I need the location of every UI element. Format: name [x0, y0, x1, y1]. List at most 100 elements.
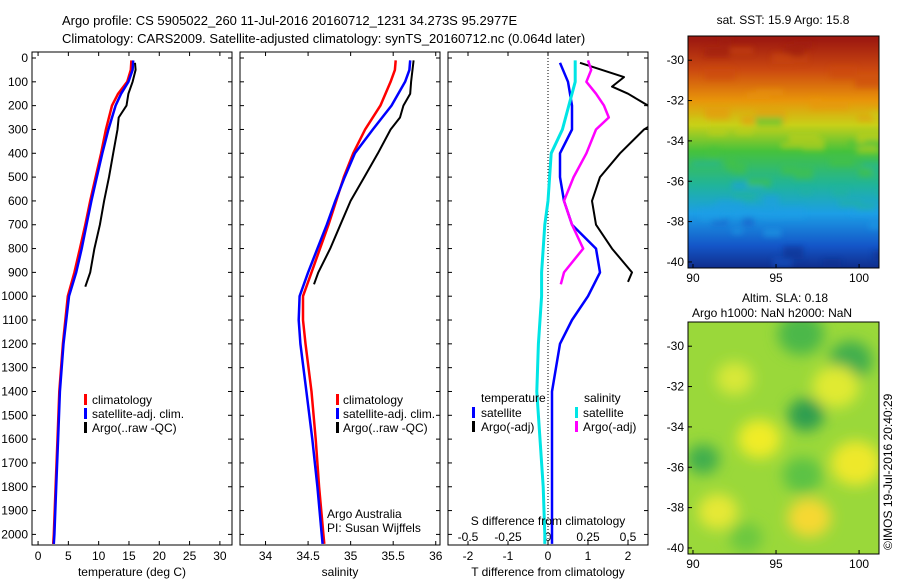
sst-texture-patch [731, 228, 743, 235]
sst-texture-patch [857, 115, 874, 122]
sst-texture-patch [755, 89, 784, 96]
salinity-panel: 34 34.5 35 35.5 36 [239, 51, 443, 563]
sst-map-xtick-label: 90 [686, 271, 700, 285]
sst-texture-patch [877, 188, 879, 196]
sla-map-subtitle: Argo h1000: NaN h2000: NaN [692, 306, 852, 320]
sst-texture-patch [838, 200, 862, 207]
sst-texture-patch [877, 141, 879, 151]
difference-s-xtick-label: 0 [545, 530, 552, 544]
difference-s-argo-line [559, 60, 611, 285]
temperature-legend-swatch-satellite [84, 408, 87, 419]
sst-texture-patch [854, 74, 879, 88]
sla-blob [777, 322, 825, 356]
sst-texture-patch [735, 129, 754, 135]
sst-map-ytick-label: -32 [667, 94, 685, 108]
sst-texture-patch [816, 101, 849, 110]
sst-texture-patch [732, 162, 746, 175]
sla-map-ytick-label: -38 [667, 501, 685, 515]
salinity-xtick-label: 36 [429, 549, 443, 563]
difference-s-xtick-label: 0.5 [620, 530, 637, 544]
depth-tick-label: 1900 [1, 504, 28, 518]
sla-blob [812, 365, 860, 408]
temperature-xtick-label: 15 [122, 549, 136, 563]
salinity-xtick-label: 34.5 [296, 549, 320, 563]
difference-legend-s-satellite: satellite [583, 406, 624, 420]
sla-blob [787, 398, 825, 432]
difference-s-satellite-line [535, 60, 577, 544]
salinity-climatology-line [301, 60, 397, 545]
temperature-xtick-label: 30 [213, 549, 227, 563]
sst-texture [689, 36, 879, 268]
sst-texture-patch [692, 160, 721, 167]
sst-texture-patch [726, 158, 737, 172]
sst-texture-patch [864, 140, 879, 147]
difference-legend-swatch-t-argo [472, 421, 475, 432]
depth-tick-label: 1300 [1, 361, 28, 375]
sst-texture-patch [781, 166, 798, 175]
sst-map-ytick-label: -36 [667, 174, 685, 188]
salinity-xlabel: salinity [322, 565, 359, 579]
depth-tick-label: 100 [8, 75, 28, 89]
difference-t-xtick-label: -1 [503, 549, 514, 563]
sst-texture-patch [794, 167, 813, 180]
sst-map-ytick-label: -38 [667, 215, 685, 229]
sst-texture-patch [703, 51, 721, 58]
sla-map-ytick-label: -40 [667, 541, 685, 555]
sst-texture-patch [857, 132, 879, 144]
sla-map-image [688, 322, 879, 554]
depth-tick-label: 800 [8, 242, 28, 256]
sla-map-xtick-label: 90 [686, 557, 700, 571]
sst-texture-patch [823, 259, 841, 267]
sst-map-panel: 90 95 100 -30 -32 -34 -36 -38 -40 [667, 35, 880, 285]
sla-blob [688, 444, 720, 475]
sst-texture-patch [772, 257, 793, 268]
salinity-legend-argo: Argo(..raw -QC) [343, 421, 428, 435]
temperature-legend-satellite: satellite-adj. clim. [92, 407, 184, 421]
sla-map-title: Altim. SLA: 0.18 [742, 291, 828, 305]
sst-texture-patch [689, 119, 710, 126]
salinity-annotation-line1: Argo Australia [327, 507, 402, 521]
sla-blob [787, 498, 831, 538]
sst-texture-patch [793, 41, 812, 49]
difference-legend-salinity-title: salinity [584, 391, 621, 405]
salinity-xtick-label: 35 [344, 549, 358, 563]
sst-texture-patch [763, 195, 780, 208]
difference-t-xtick-label: 0 [545, 549, 552, 563]
sla-blob [737, 419, 782, 459]
difference-t-xtick-label: 2 [625, 549, 632, 563]
sst-texture-patch [832, 187, 848, 197]
temperature-satellite-line [52, 60, 135, 544]
temperature-legend-climatology: climatology [92, 393, 152, 407]
temperature-xtick-label: 10 [92, 549, 106, 563]
sst-texture-patch [858, 167, 873, 177]
sla-blob [716, 362, 753, 395]
sst-texture-patch [848, 140, 864, 148]
difference-legend-temperature-title: temperature [481, 391, 546, 405]
difference-legend-swatch-s-argo [575, 421, 578, 432]
sst-texture-patch [742, 217, 755, 227]
sst-texture-patch [721, 47, 753, 54]
difference-legend-s-argo: Argo(-adj) [583, 420, 636, 434]
sst-texture-patch [791, 48, 805, 58]
sla-map-xtick-label: 95 [769, 557, 783, 571]
sst-texture-patch [704, 106, 730, 120]
temperature-argo-line [84, 62, 137, 288]
difference-s-xtick-label: -0.5 [458, 530, 479, 544]
depth-tick-label: 400 [8, 146, 28, 160]
sst-texture-patch [747, 178, 772, 187]
sst-texture-patch [762, 210, 784, 219]
sst-texture-patch [746, 92, 770, 100]
sst-texture-patch [708, 129, 727, 136]
sla-map-ytick-label: -30 [667, 339, 685, 353]
sst-texture-patch [784, 54, 808, 63]
temperature-xtick-label: 0 [35, 549, 42, 563]
depth-tick-label: 1800 [1, 480, 28, 494]
salinity-satellite-line [297, 60, 412, 545]
sst-map-title: sat. SST: 15.9 Argo: 15.8 [717, 13, 850, 27]
depth-tick-label: 1500 [1, 408, 28, 422]
sla-blob [697, 493, 738, 530]
salinity-legend-swatch-argo [336, 422, 339, 433]
temperature-xtick-label: 25 [183, 549, 197, 563]
difference-s-xtick-label: 0.25 [576, 530, 600, 544]
